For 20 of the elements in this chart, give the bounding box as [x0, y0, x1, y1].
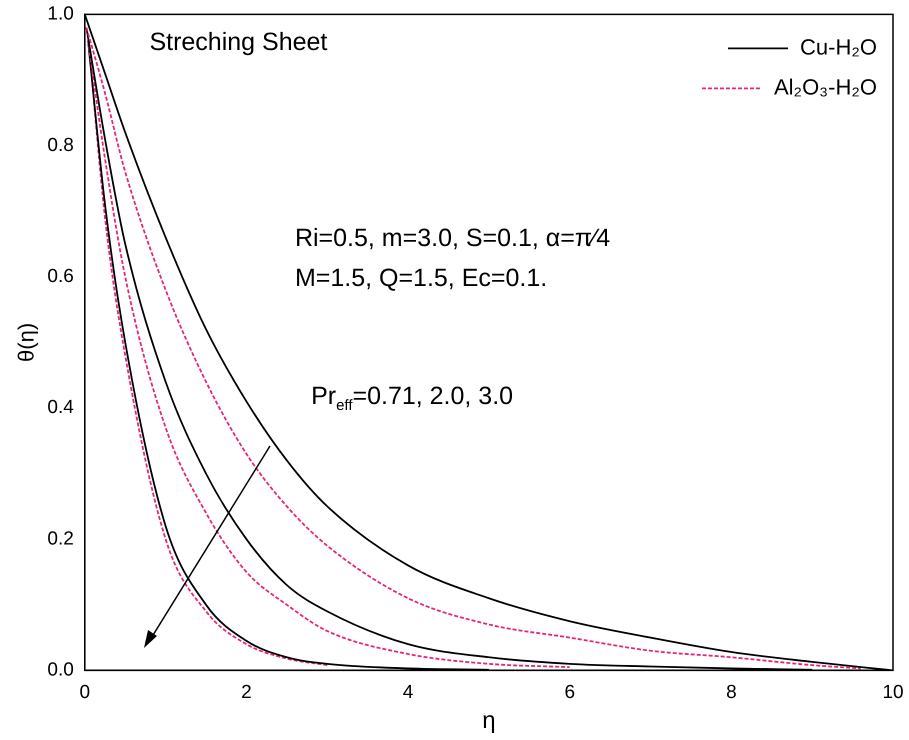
x-tick-label: 10 — [882, 682, 904, 704]
legend-label: Cu-H₂O — [800, 34, 878, 60]
y-tick-label: 0.6 — [47, 266, 74, 288]
x-tick-label: 6 — [564, 682, 576, 704]
y-axis-title: θ(η) — [13, 322, 38, 362]
x-tick-label: 8 — [726, 682, 737, 704]
x-axis-title: η — [482, 707, 496, 734]
annotation: Ri=0.5, m=3.0, S=0.1, α=π⁄4 — [294, 224, 610, 254]
y-tick-label: 0.8 — [47, 134, 74, 156]
y-tick-label: 1.0 — [47, 4, 74, 25]
annotation: M=1.5, Q=1.5, Ec=0.1. — [294, 264, 548, 293]
annotation: Streching Sheet — [149, 28, 328, 57]
annotation: Pr$_{eff}$=0.71, 2.0, 3.0 — [311, 382, 514, 414]
y-tick-label: 0.0 — [47, 660, 74, 681]
x-tick-label: 4 — [402, 682, 414, 704]
legend-label: Al₂O₃-H₂O — [774, 74, 878, 100]
y-tick-label: 0.4 — [47, 397, 74, 418]
y-tick-label: 0.2 — [47, 528, 74, 550]
x-tick-label: 0 — [80, 682, 90, 704]
x-tick-label: 2 — [241, 682, 252, 704]
